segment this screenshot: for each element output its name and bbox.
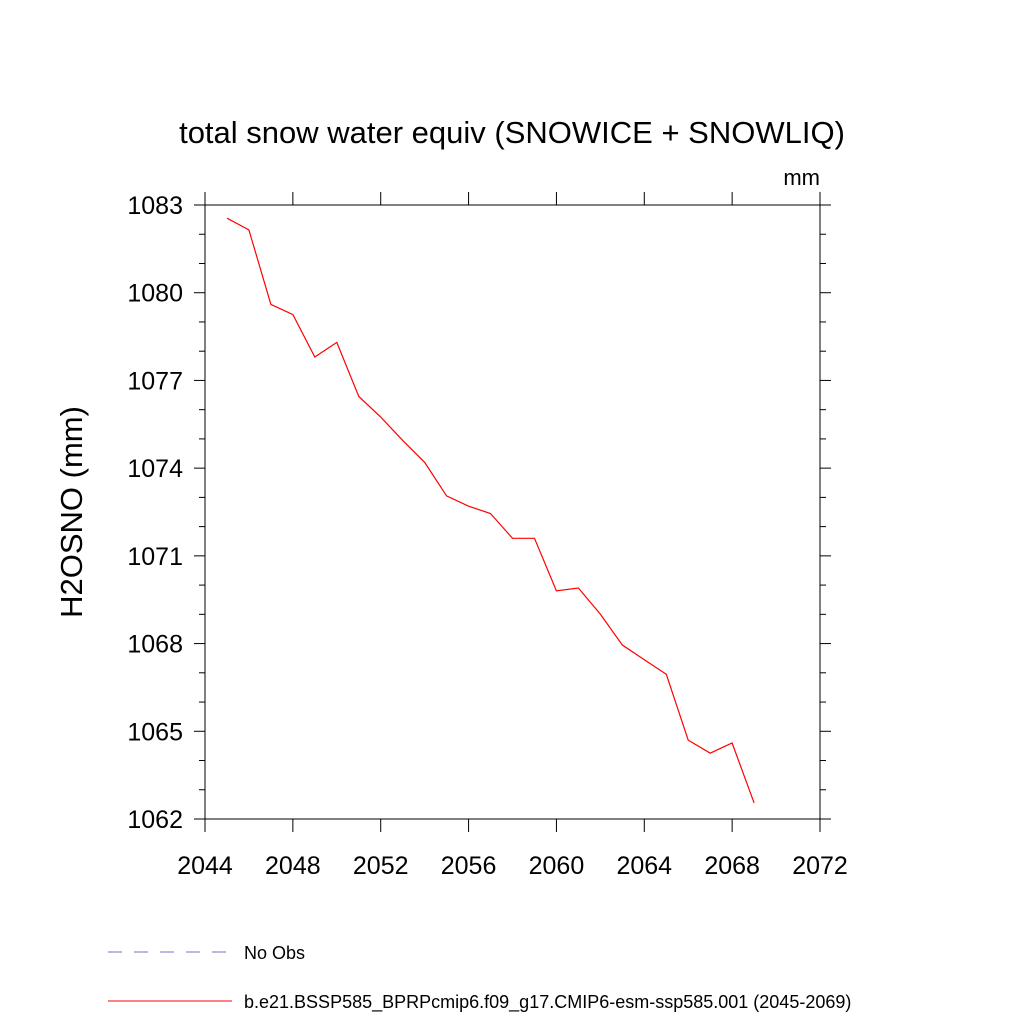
legend-label: No Obs xyxy=(244,943,305,963)
legend-label: b.e21.BSSP585_BPRPcmip6.f09_g17.CMIP6-es… xyxy=(244,992,851,1013)
y-tick-label: 1071 xyxy=(127,543,183,571)
y-axis-label: H2OSNO (mm) xyxy=(54,406,89,618)
x-axis-ticks: 2044 2048 2052 2056 2060 2064 2068 2072 xyxy=(177,192,848,880)
x-tick-label: 2064 xyxy=(616,852,672,880)
y-tick-label: 1065 xyxy=(127,718,183,746)
series-layer xyxy=(226,217,755,804)
x-tick-label: 2056 xyxy=(441,852,497,880)
y-tick-label: 1062 xyxy=(127,806,183,834)
x-tick-label: 2044 xyxy=(177,852,233,880)
chart-title: total snow water equiv (SNOWICE + SNOWLI… xyxy=(179,115,845,150)
x-tick-label: 2052 xyxy=(353,852,409,880)
y-tick-label: 1083 xyxy=(127,192,183,220)
y-tick-label: 1077 xyxy=(127,367,183,395)
y-axis-ticks: 1062 1065 1068 1071 1074 1077 1080 1083 xyxy=(127,192,831,834)
x-tick-label: 2072 xyxy=(792,852,848,880)
x-tick-label: 2048 xyxy=(265,852,321,880)
units-label: mm xyxy=(783,165,820,190)
plot-frame xyxy=(204,204,821,820)
y-tick-label: 1074 xyxy=(127,455,183,483)
y-tick-label: 1068 xyxy=(127,631,183,659)
x-tick-label: 2060 xyxy=(529,852,585,880)
legend: No Obs b.e21.BSSP585_BPRPcmip6.f09_g17.CM… xyxy=(108,943,851,1013)
series-line xyxy=(226,217,755,804)
x-tick-label: 2068 xyxy=(704,852,760,880)
y-tick-label: 1080 xyxy=(127,280,183,308)
